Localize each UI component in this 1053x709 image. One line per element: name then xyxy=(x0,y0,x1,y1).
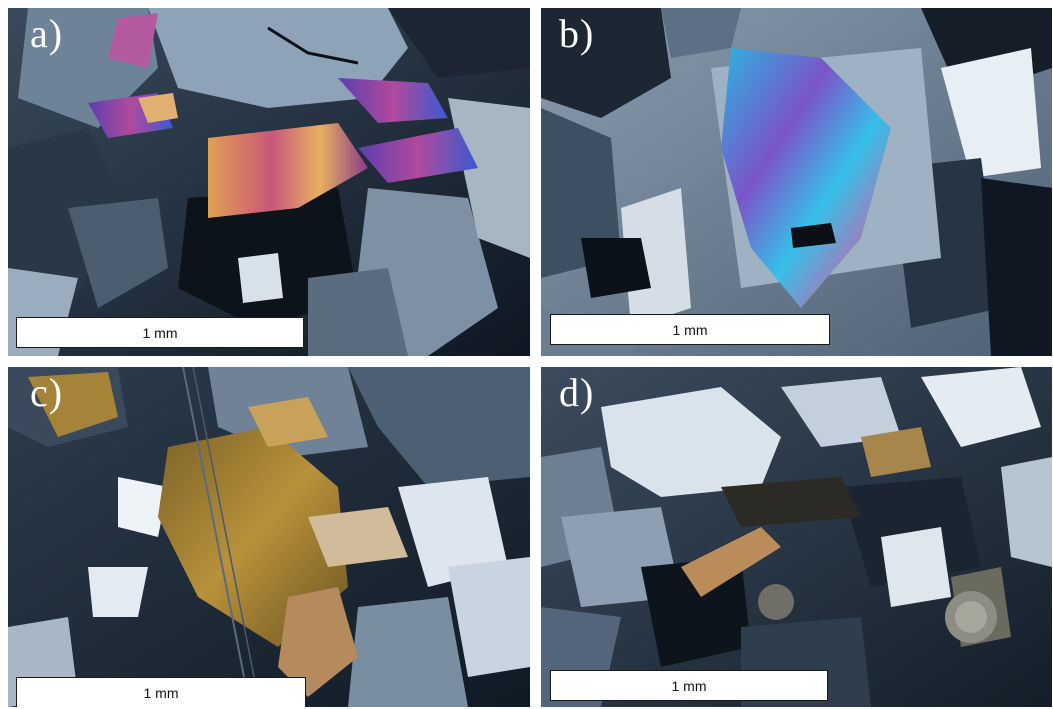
micrograph-panel-d: d) 1 mm xyxy=(541,367,1052,707)
micrograph-panel-a: a) 1 mm xyxy=(8,8,530,356)
thin-section-image-c xyxy=(8,367,530,707)
panel-label: b) xyxy=(559,11,595,56)
thin-section-image-b xyxy=(541,8,1052,356)
panel-label: d) xyxy=(559,370,595,415)
scale-bar: 1 mm xyxy=(16,317,304,348)
panel-label: a) xyxy=(30,11,64,56)
thin-section-image-a xyxy=(8,8,530,356)
scale-bar: 1 mm xyxy=(550,670,828,701)
scale-bar: 1 mm xyxy=(16,677,306,707)
micrograph-panel-b: b) 1 mm xyxy=(541,8,1052,356)
panel-label: c) xyxy=(30,370,64,415)
thin-section-image-d xyxy=(541,367,1052,707)
scale-bar: 1 mm xyxy=(550,314,830,345)
micrograph-panel-c: c) 1 mm xyxy=(8,367,530,707)
